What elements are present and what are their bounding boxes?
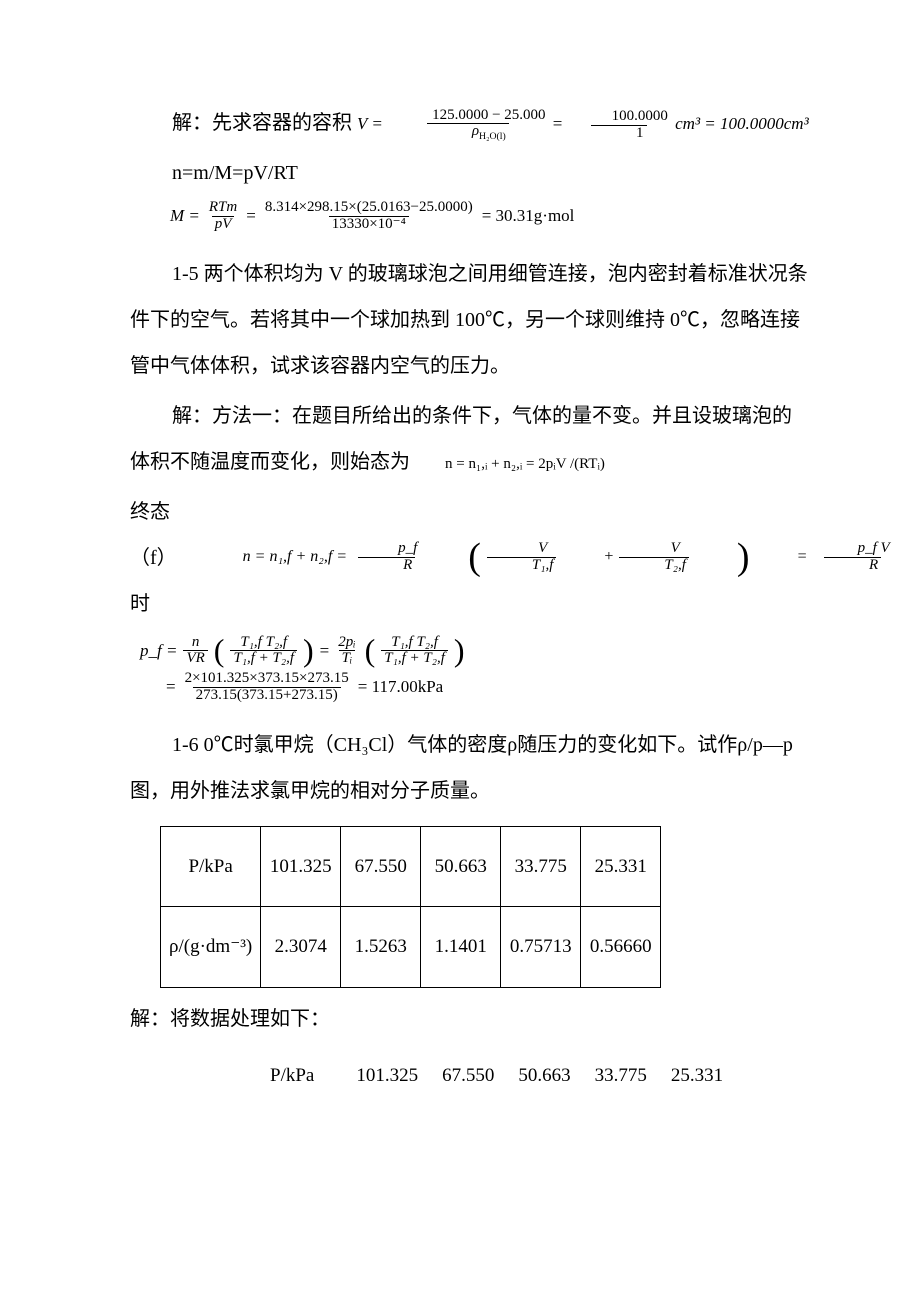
table-row: P/kPa 101.325 67.550 50.663 33.775 25.33… <box>161 826 661 907</box>
problem-1-6: 1-6 0℃时氯甲烷（CH₃Cl）气体的密度ρ随压力的变化如下。试作ρ/p—p … <box>130 722 810 814</box>
eq1: V = 125.0000 − 25.000ρH₂O(l) = 100.00001… <box>357 114 809 133</box>
cell: 33.775 <box>583 1046 659 1106</box>
solution-1-5: 解：方法一：在题目所给出的条件下，气体的量不变。并且设玻璃泡的体积不随温度而变化… <box>130 393 810 485</box>
formula-n: n=m/M=pV/RT <box>130 150 810 196</box>
cell: 101.325 <box>344 1046 430 1106</box>
cell: 50.663 <box>421 826 501 907</box>
cell: 1.1401 <box>421 907 501 988</box>
table-2: P/kPa 101.325 67.550 50.663 33.775 25.33… <box>190 1046 735 1106</box>
cell: 25.331 <box>581 826 661 907</box>
eq5-block: p_f = nVR ( T₁,f T₂,fT₁,f + T₂,f ) = 2pᵢ… <box>140 635 810 704</box>
cell: 0.75713 <box>501 907 581 988</box>
solution-1-6: 解：将数据处理如下： <box>130 996 810 1042</box>
cell: 25.331 <box>659 1046 735 1106</box>
cell: 101.325 <box>261 826 341 907</box>
solution-line-1: 解：先求容器的容积 V = 125.0000 − 25.000ρH₂O(l) =… <box>130 100 810 146</box>
problem-1-5: 1-5 两个体积均为 V 的玻璃球泡之间用细管连接，泡内密封着标准状况条件下的空… <box>130 251 810 389</box>
cell: P/kPa <box>190 1046 344 1106</box>
cell: 67.550 <box>430 1046 506 1106</box>
final-state-line: 终态（f）时 n = n₁,f + n₂,f = p_fR ( VT₁,f + … <box>130 489 810 627</box>
table-row: P/kPa 101.325 67.550 50.663 33.775 25.33… <box>190 1046 735 1106</box>
cell: 1.5263 <box>341 907 421 988</box>
cell: 2.3074 <box>261 907 341 988</box>
cell: 33.775 <box>501 826 581 907</box>
table-row: ρ/(g·dm⁻³) 2.3074 1.5263 1.1401 0.75713 … <box>161 907 661 988</box>
cell: P/kPa <box>161 826 261 907</box>
cell: ρ/(g·dm⁻³) <box>161 907 261 988</box>
cell: 67.550 <box>341 826 421 907</box>
cell: 50.663 <box>506 1046 582 1106</box>
eq4: n = n₁,f + n₂,f = p_fR ( VT₁,f + VT₂,f )… <box>201 539 920 576</box>
eq2-block: M = RTmpV = 8.314×298.15×(25.0163−25.000… <box>170 200 810 233</box>
text-prefix: 解：先求容器的容积 <box>172 112 357 134</box>
cell: 0.56660 <box>581 907 661 988</box>
eq3-inline: n = n₁,ᵢ + n₂,ᵢ = 2pᵢV /(RTᵢ) <box>445 456 605 472</box>
table-1: P/kPa 101.325 67.550 50.663 33.775 25.33… <box>160 826 661 988</box>
